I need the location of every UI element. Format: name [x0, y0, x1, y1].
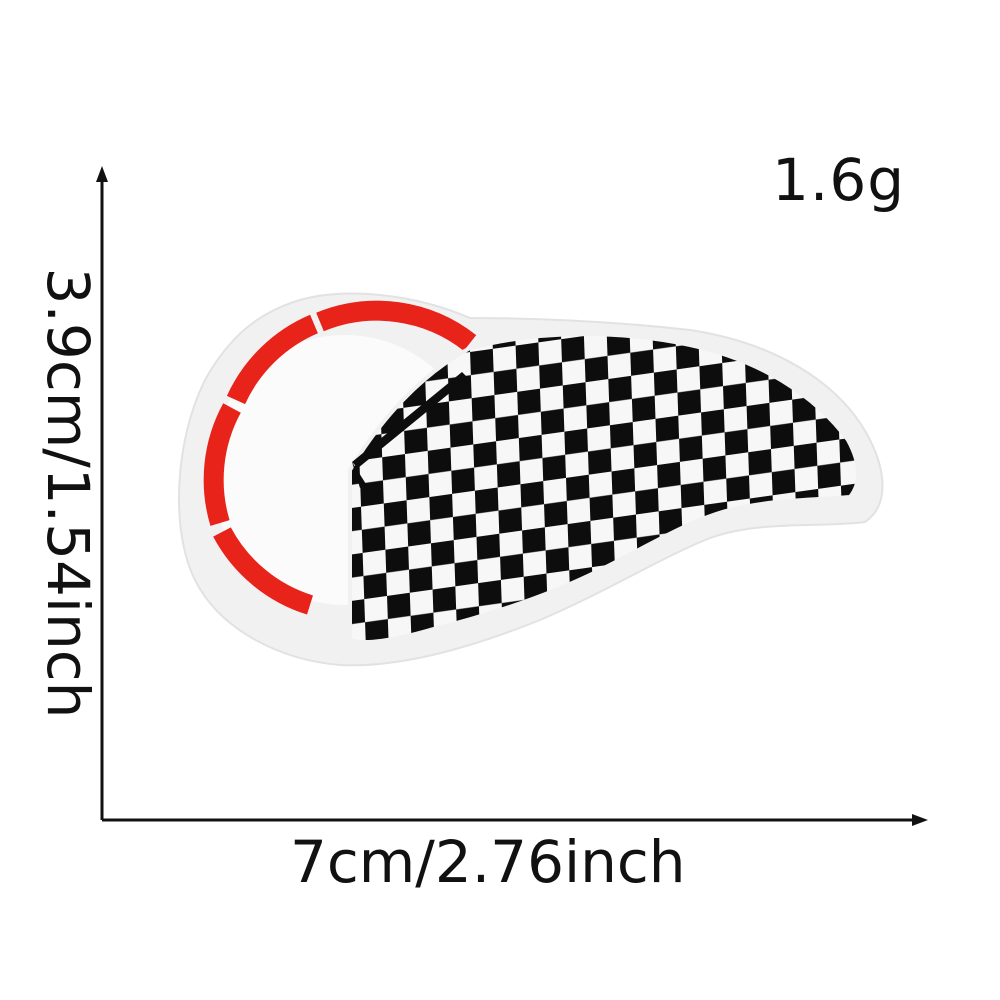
flag-edge	[348, 332, 861, 644]
needle-tail	[352, 462, 366, 488]
gauge-needle	[352, 372, 468, 468]
checkered-flag	[350, 334, 859, 642]
height-dimension-label: 3.9cm/1.54inch	[34, 267, 102, 719]
width-axis-arrowhead	[912, 814, 928, 826]
width-dimension-label: 7cm/2.76inch	[290, 828, 686, 896]
weight-label: 1.6g	[772, 146, 906, 214]
gauge-arc	[203, 300, 477, 615]
height-axis-arrowhead	[96, 166, 108, 182]
